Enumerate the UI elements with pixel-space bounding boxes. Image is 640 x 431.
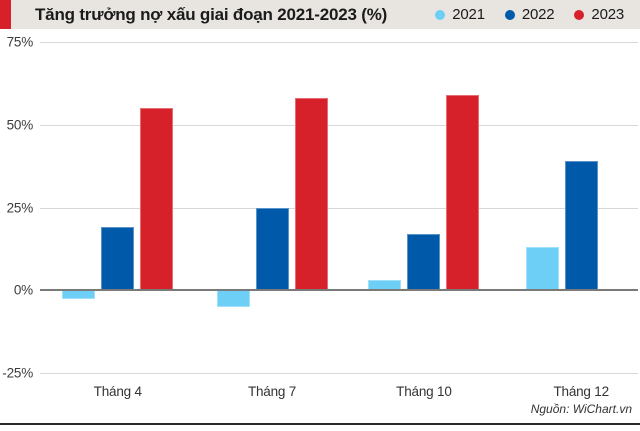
gridline-75 [40, 42, 638, 43]
y-tick-label-25: 25% [6, 200, 34, 215]
bar-2022-tháng-7 [255, 207, 289, 291]
y-tick-label--25: -25% [2, 365, 33, 381]
legend-dot-2022 [504, 9, 515, 20]
bar-2023-tháng-4 [140, 108, 174, 291]
bar-2021-tháng-7 [216, 290, 250, 307]
legend-label: 2021 [452, 6, 485, 23]
x-axis-label-tháng-4: Tháng 4 [93, 384, 142, 399]
legend-label: 2023 [591, 6, 624, 23]
legend: 2021 2022 2023 [435, 0, 624, 29]
x-axis-label-tháng-10: Tháng 10 [396, 384, 452, 399]
y-tick-label-0: 0% [13, 282, 33, 298]
legend-item-2023: 2023 [574, 6, 624, 23]
accent-block [0, 0, 11, 29]
y-tick-label-50: 50% [6, 117, 34, 133]
bottom-rule [0, 423, 640, 425]
legend-item-2021: 2021 [435, 6, 485, 23]
bar-2021-tháng-4 [62, 290, 96, 299]
bar-2022-tháng-12 [564, 161, 598, 291]
x-axis-label-tháng-12: Tháng 12 [553, 384, 609, 399]
plot-area: 75% 50% 25% 0% -25% [2, 35, 638, 381]
x-axis-label-tháng-7: Tháng 7 [247, 384, 297, 399]
gridline-25 [40, 207, 638, 209]
y-tick-label-75: 75% [6, 34, 34, 50]
bar-2023-tháng-7 [294, 98, 328, 291]
bar-2023-tháng-10 [446, 94, 480, 291]
chart-header: Tăng trưởng nợ xấu giai đoạn 2021-2023 (… [0, 0, 640, 29]
gridline-50 [40, 124, 638, 126]
x-axis: Tháng 4 Tháng 7 Tháng 10 Tháng 12 [40, 384, 638, 402]
bar-2021-tháng-10 [368, 280, 402, 291]
legend-dot-2023 [574, 9, 585, 20]
zero-line [40, 289, 638, 292]
legend-label: 2022 [521, 6, 555, 23]
source-credit: Nguồn: WiChart.vn [530, 402, 632, 416]
legend-dot-2021 [435, 9, 446, 20]
gridline--25 [40, 373, 638, 374]
legend-item-2022: 2022 [504, 6, 555, 23]
bar-2022-tháng-10 [407, 233, 441, 291]
bar-2021-tháng-12 [525, 247, 559, 291]
bar-2022-tháng-4 [101, 227, 135, 291]
chart-title: Tăng trưởng nợ xấu giai đoạn 2021-2023 (… [35, 5, 388, 24]
